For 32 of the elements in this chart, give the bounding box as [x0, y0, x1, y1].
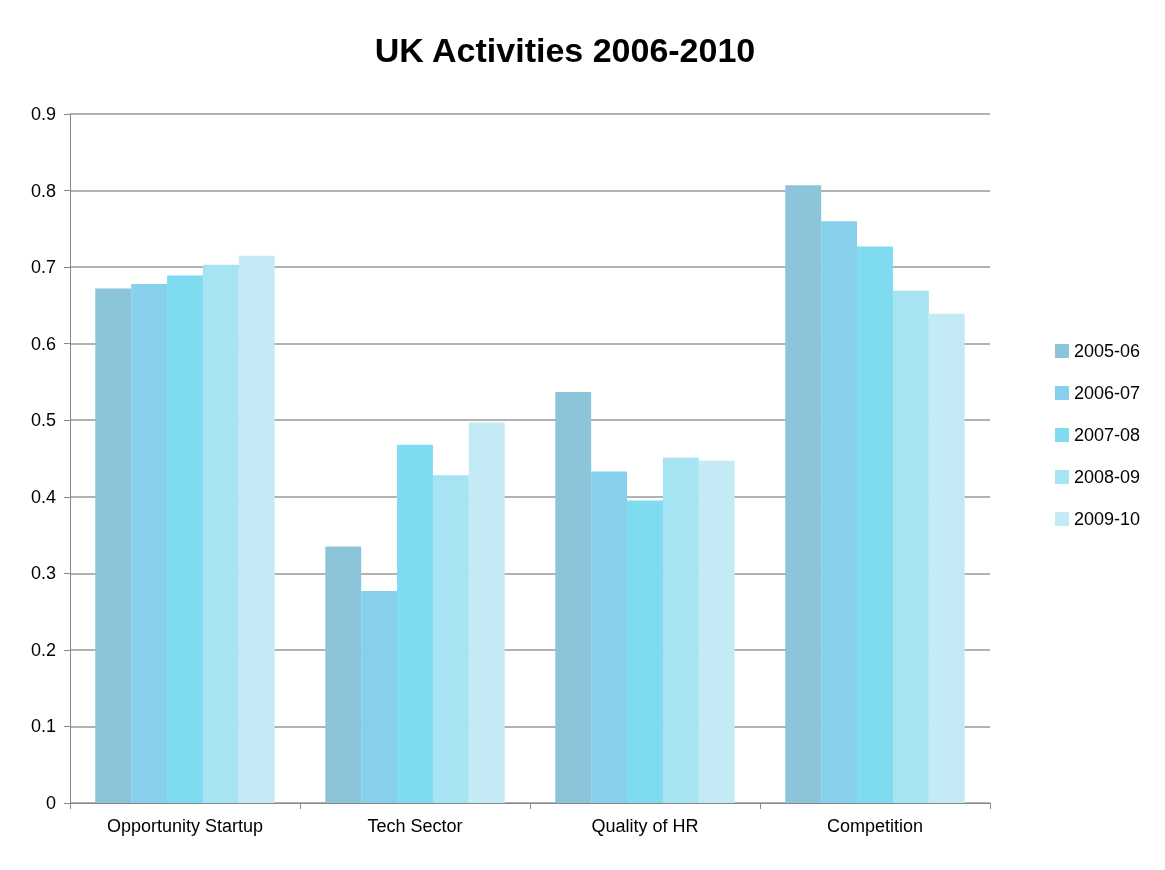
- y-tick-label: 0.6: [30, 333, 56, 354]
- y-tick-label: 0.1: [30, 716, 56, 737]
- y-tick-label: 0.2: [30, 639, 56, 660]
- bar: [432, 475, 469, 803]
- y-tick-label: 0.5: [30, 410, 56, 431]
- legend-label: 2007-08: [1073, 425, 1140, 445]
- bar: [325, 546, 362, 803]
- y-tick-label: 0.8: [30, 180, 56, 201]
- bar: [662, 457, 699, 803]
- bar: [928, 313, 965, 803]
- bar: [238, 255, 275, 803]
- x-tick-label: Competition: [826, 816, 924, 836]
- bar: [892, 290, 929, 803]
- chart-title: UK Activities 2006-2010: [374, 31, 756, 69]
- bar: [555, 391, 592, 803]
- bar: [202, 264, 239, 803]
- legend-label: 2006-07: [1073, 383, 1140, 403]
- x-tick-label: Tech Sector: [367, 816, 463, 836]
- bar: [698, 460, 735, 803]
- y-tick-label: 0.3: [30, 563, 56, 584]
- x-tick-label: Quality of HR: [591, 816, 699, 836]
- y-tick-label: 0.7: [30, 257, 56, 278]
- bar: [95, 288, 132, 803]
- bar: [785, 185, 822, 803]
- bar: [468, 422, 505, 803]
- y-tick-label: 0.9: [30, 104, 56, 124]
- legend-label: 2009-10: [1073, 509, 1140, 529]
- legend-label: 2005-06: [1073, 341, 1140, 361]
- y-tick-label: 0.4: [30, 486, 56, 507]
- x-tick-label: Opportunity Startup: [106, 816, 264, 836]
- y-tick-label: 0: [45, 793, 56, 813]
- legend-label: 2008-09: [1073, 467, 1140, 487]
